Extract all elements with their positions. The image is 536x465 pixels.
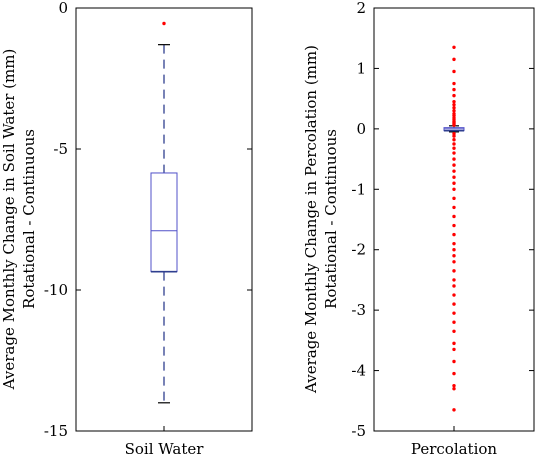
y-tick-label: -2 bbox=[351, 241, 366, 259]
outlier-point bbox=[452, 260, 456, 264]
y-tick-label: -5 bbox=[351, 422, 366, 440]
outlier-point bbox=[452, 278, 456, 282]
outlier-point bbox=[452, 329, 456, 333]
outlier-point bbox=[452, 254, 456, 258]
outlier-point bbox=[452, 284, 456, 288]
outlier-point bbox=[452, 205, 456, 210]
outlier-point bbox=[452, 347, 456, 352]
y-tick-label: 2 bbox=[356, 0, 366, 17]
outlier-point bbox=[452, 109, 456, 113]
outlier-point bbox=[452, 151, 456, 155]
outlier-point bbox=[452, 196, 456, 201]
outlier-point bbox=[452, 371, 456, 376]
outlier-point bbox=[452, 169, 456, 173]
outlier-point bbox=[452, 131, 456, 136]
outlier-point bbox=[452, 106, 456, 110]
y-tick-label: -5 bbox=[53, 140, 68, 158]
boxplot-soil-water bbox=[150, 21, 178, 404]
y-tick-label: -3 bbox=[351, 301, 366, 319]
x-category-label-percolation: Percolation bbox=[411, 440, 497, 458]
outlier-point bbox=[452, 341, 456, 346]
outlier-point bbox=[452, 293, 456, 297]
outlier-point bbox=[452, 241, 456, 246]
outlier-point bbox=[452, 181, 456, 185]
outlier-point bbox=[452, 383, 456, 388]
y-tick-label: 0 bbox=[58, 0, 68, 17]
outlier-point bbox=[452, 138, 456, 142]
outlier-point bbox=[452, 248, 456, 252]
outlier-point bbox=[452, 69, 456, 74]
outlier-point bbox=[452, 269, 456, 273]
outlier-point bbox=[452, 146, 456, 150]
outlier-point bbox=[452, 134, 456, 138]
y-axis-label-line-2-soil-water: Rotational - Continuous bbox=[20, 129, 38, 309]
y-ticks-percolation: 2 1 0 -1 -2 -3 -4 -5 bbox=[351, 0, 534, 440]
outlier-point bbox=[162, 21, 166, 26]
outlier-point bbox=[452, 93, 456, 98]
percolation-panel: 2 1 0 -1 -2 -3 -4 -5 Average Monthly Change in … bbox=[302, 0, 535, 458]
outlier-point bbox=[452, 387, 456, 391]
outlier-point bbox=[452, 187, 456, 191]
y-tick-label: 1 bbox=[356, 59, 366, 77]
outlier-point bbox=[452, 87, 456, 92]
outlier-point bbox=[452, 320, 456, 324]
y-tick-label: -15 bbox=[44, 422, 68, 440]
y-tick-label: -4 bbox=[351, 362, 366, 380]
y-axis-label-line-1-soil-water: Average Monthly Change in Soil Water (mm… bbox=[0, 49, 18, 391]
outlier-point bbox=[452, 57, 456, 62]
y-ticks-soil-water: 0 -5 -10 -15 bbox=[44, 0, 252, 440]
y-tick-label: 0 bbox=[356, 120, 366, 138]
outlier-point bbox=[452, 359, 456, 364]
y-tick-label: -10 bbox=[44, 281, 68, 299]
outlier-point bbox=[452, 175, 456, 179]
outlier-point bbox=[452, 113, 456, 118]
outlier-point bbox=[452, 232, 456, 237]
x-category-label-soil-water: Soil Water bbox=[125, 440, 205, 458]
outlier-point bbox=[452, 81, 456, 86]
outlier-point bbox=[452, 223, 456, 228]
outlier-point bbox=[452, 302, 456, 306]
y-tick-label: -1 bbox=[351, 180, 366, 198]
boxplot-percolation bbox=[443, 45, 465, 412]
outlier-point bbox=[452, 102, 456, 107]
outlier-point bbox=[452, 408, 456, 412]
y-axis-label-line-1-percolation: Average Monthly Change in Percolation (m… bbox=[302, 45, 320, 394]
outlier-point bbox=[452, 214, 456, 219]
outlier-point bbox=[452, 311, 456, 315]
outlier-point bbox=[452, 45, 456, 49]
y-axis-label-line-2-percolation: Rotational - Continuous bbox=[322, 129, 340, 309]
outlier-point bbox=[452, 163, 456, 167]
outlier-point bbox=[452, 157, 456, 161]
outlier-point bbox=[452, 99, 456, 104]
outlier-point bbox=[452, 123, 456, 127]
outlier-point bbox=[452, 142, 456, 146]
soil-water-panel: 0 -5 -10 -15 Average Monthly Change in Soil… bbox=[0, 0, 253, 458]
